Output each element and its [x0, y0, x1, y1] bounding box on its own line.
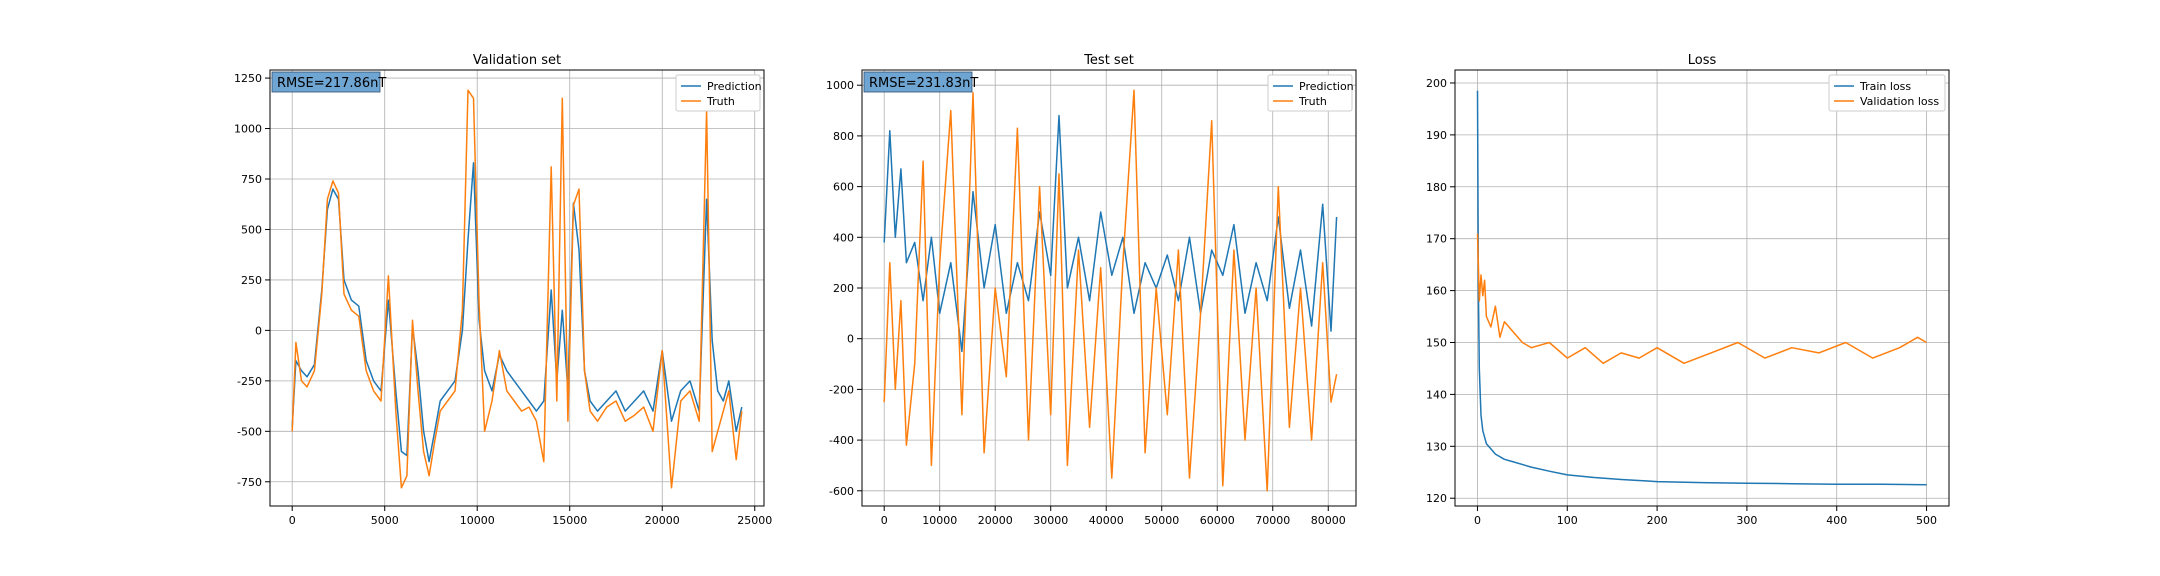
- legend-box: [1267, 74, 1353, 112]
- x-tick-label: 40000: [1089, 514, 1124, 527]
- x-tick-label: 30000: [1033, 514, 1068, 527]
- x-tick-label: 50000: [1144, 514, 1179, 527]
- y-tick-label: 140: [1426, 388, 1447, 401]
- x-tick-label: 20000: [645, 514, 680, 527]
- y-tick-label: 0: [255, 324, 262, 337]
- rmse-box: [863, 71, 973, 93]
- x-tick-label: 70000: [1255, 514, 1290, 527]
- x-tick-label: 5000: [371, 514, 399, 527]
- legend-entry: Prediction: [707, 80, 762, 93]
- y-tick-label: 180: [1426, 181, 1447, 194]
- y-tick-label: 0: [847, 333, 854, 346]
- x-tick-label: 300: [1736, 514, 1757, 527]
- y-tick-label: 1000: [826, 79, 854, 92]
- legend-entry: Truth: [706, 95, 735, 108]
- y-tick-label: 150: [1426, 337, 1447, 350]
- x-tick-label: 400: [1826, 514, 1847, 527]
- y-tick-label: -250: [237, 375, 262, 388]
- x-tick-label: 0: [289, 514, 296, 527]
- legend: Prediction Truth: [675, 74, 762, 112]
- chart-title: Validation set: [473, 53, 561, 68]
- chart-panel-2: 0 10000 20000 30000 40000 50000 60000 70000 8000…: [826, 53, 1357, 527]
- x-tick-label: 60000: [1200, 514, 1235, 527]
- rmse-box: [271, 71, 381, 93]
- chart-title: Test set: [1083, 53, 1134, 68]
- x-tick-label: 200: [1647, 514, 1668, 527]
- y-tick-label: 200: [833, 282, 854, 295]
- axes-frame: [1454, 69, 1950, 507]
- x-tick-label: 25000: [737, 514, 772, 527]
- y-tick-label: 170: [1426, 233, 1447, 246]
- rmse-annotation: RMSE=217.86nT: [271, 71, 386, 93]
- y-tick-label: -200: [829, 383, 854, 396]
- y-tick-label: 160: [1426, 285, 1447, 298]
- x-tick-label: 80000: [1311, 514, 1346, 527]
- series-line-validation-loss: [1476, 233, 1927, 365]
- x-tick-label: 500: [1916, 514, 1937, 527]
- rmse-label: RMSE=217.86nT: [277, 76, 386, 91]
- y-tick-label: 500: [241, 223, 262, 236]
- y-tick-label: 120: [1426, 492, 1447, 505]
- series-line-truth: [883, 89, 1338, 492]
- x-tick-label: 100: [1557, 514, 1578, 527]
- rmse-label: RMSE=231.83nT: [869, 76, 978, 91]
- y-tick-label: -750: [237, 476, 262, 489]
- legend-entry: Prediction: [1299, 80, 1354, 93]
- series-line-prediction: [291, 162, 743, 463]
- y-tick-label: 800: [833, 130, 854, 143]
- y-tick-label: -400: [829, 434, 854, 447]
- x-tick-label: 15000: [552, 514, 587, 527]
- x-tick-label: 20000: [978, 514, 1013, 527]
- legend: Train loss Validation loss: [1828, 74, 1946, 112]
- x-tick-label: 10000: [922, 514, 957, 527]
- y-tick-label: 750: [241, 173, 262, 186]
- y-tick-label: -500: [237, 425, 262, 438]
- series-line-truth: [291, 89, 743, 489]
- x-tick-label: 0: [881, 514, 888, 527]
- y-tick-label: -600: [829, 485, 854, 498]
- y-tick-label: 1000: [234, 123, 262, 136]
- y-tick-label: 250: [241, 274, 262, 287]
- x-tick-label: 0: [1474, 514, 1481, 527]
- legend-entry: Train loss: [1859, 80, 1911, 93]
- legend-box: [675, 74, 761, 112]
- legend: Prediction Truth: [1267, 74, 1354, 112]
- legend-entry: Validation loss: [1860, 95, 1939, 108]
- y-tick-label: 190: [1426, 129, 1447, 142]
- series-line-train-loss: [1476, 90, 1927, 486]
- legend-box: [1828, 74, 1946, 112]
- y-tick-label: 1250: [234, 72, 262, 85]
- y-tick-label: 200: [1426, 77, 1447, 90]
- y-tick-label: 400: [833, 231, 854, 244]
- series-line-prediction: [883, 114, 1338, 353]
- x-tick-label: 10000: [460, 514, 495, 527]
- chart-title: Loss: [1688, 53, 1717, 68]
- rmse-annotation: RMSE=231.83nT: [863, 71, 978, 93]
- chart-panel-1: 0 5000 10000 15000 20000 25000 -750 -500 -250 0 25…: [234, 53, 772, 527]
- legend-entry: Truth: [1298, 95, 1327, 108]
- y-tick-label: 130: [1426, 440, 1447, 453]
- axes-frame: [269, 69, 765, 507]
- y-tick-label: 600: [833, 181, 854, 194]
- chart-panel-3: 0 100 200 300 400 500 120 130 140 150 160 170 180 190…: [1426, 53, 1950, 527]
